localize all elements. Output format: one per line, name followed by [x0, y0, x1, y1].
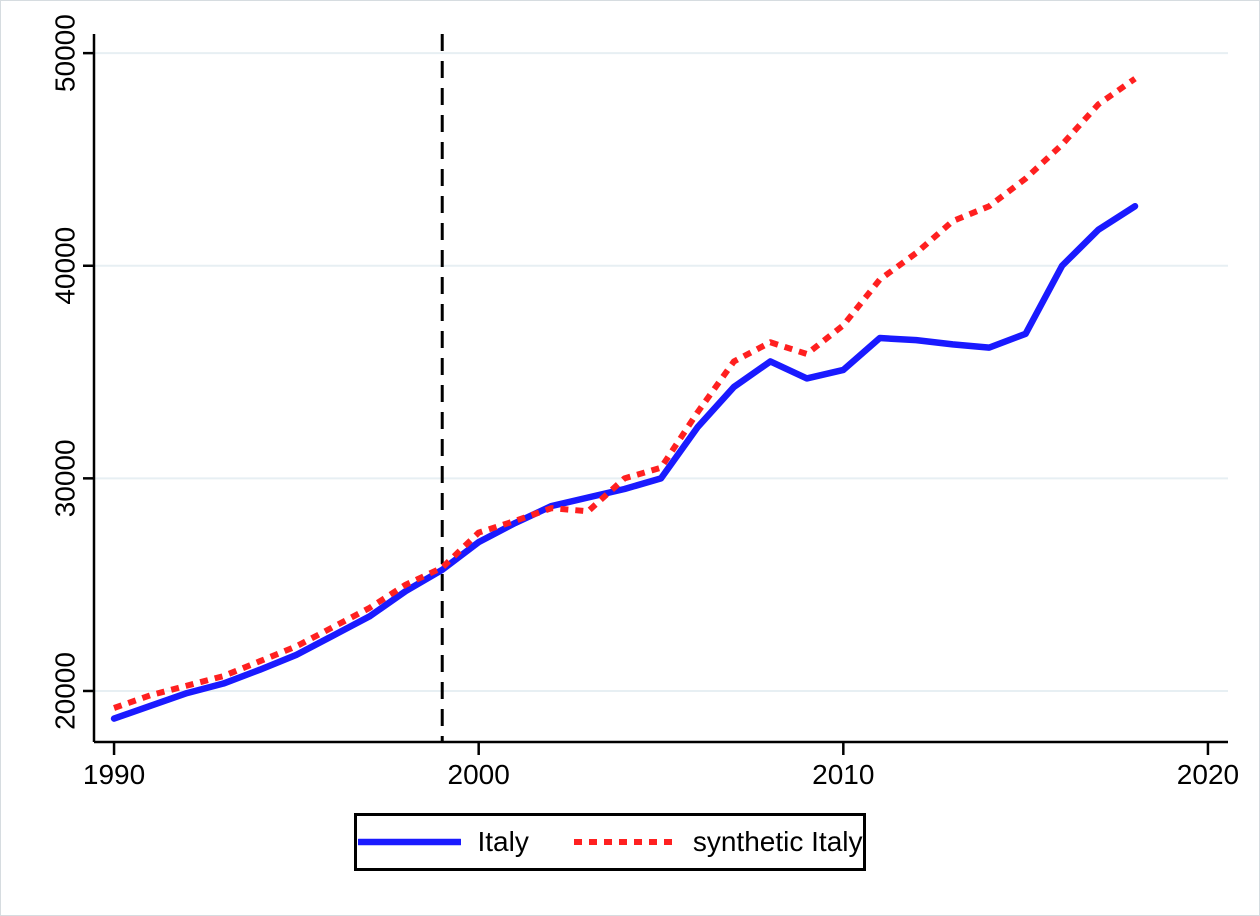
y-tick-label: 30000: [50, 439, 81, 517]
legend-box: Italy synthetic Italy: [354, 813, 866, 871]
series-line-italy: [110, 202, 1139, 722]
y-tick-label: 40000: [50, 227, 81, 305]
legend-item-synthetic-italy: synthetic Italy: [573, 828, 863, 856]
legend-line-sample-solid: [357, 838, 461, 846]
x-tick-label: 2000: [448, 759, 510, 790]
legend-label-italy: Italy: [477, 826, 529, 857]
x-tick-label: 2010: [812, 759, 874, 790]
x-tick-label: 2020: [1177, 759, 1239, 790]
y-tick-label: 20000: [50, 652, 81, 730]
legend-line-sample-dotted: [573, 839, 675, 845]
y-tick-label: 50000: [50, 14, 81, 92]
x-tick-label: 1990: [83, 759, 145, 790]
legend-item-italy: Italy: [357, 826, 529, 857]
legend-label-synthetic-italy: synthetic Italy: [692, 826, 863, 857]
series-line-synthetic-italy: [113, 76, 1137, 711]
